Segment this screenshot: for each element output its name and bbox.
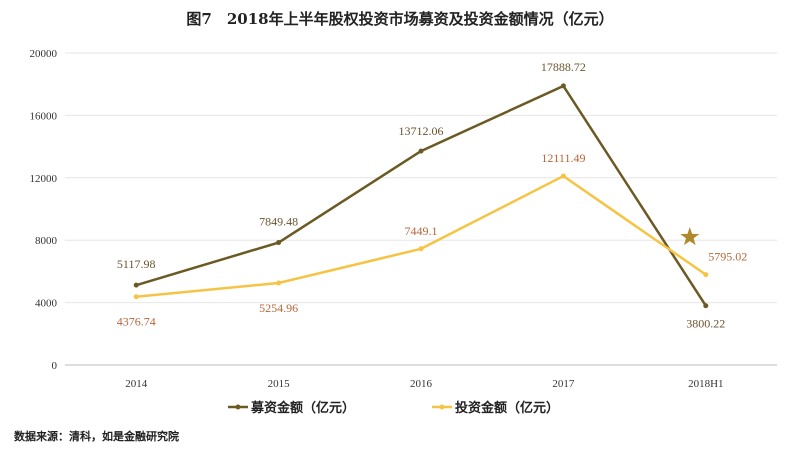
series-line [135,84,707,307]
data-point [276,240,282,246]
data-label: 7449.1 [405,224,438,238]
data-label: 5117.98 [117,257,156,271]
y-tick-label: 12000 [30,173,58,185]
data-point [418,148,424,154]
data-label: 12111.49 [541,151,585,165]
data-point [703,303,709,309]
x-tick-label: 2018H1 [688,378,723,390]
data-point [418,246,424,252]
data-label: 4376.74 [117,315,156,329]
source-note: 数据来源：清科，如是金融研究院 [14,430,179,443]
y-tick-label: 20000 [30,48,58,60]
legend-marker [439,404,445,410]
data-point [133,294,139,300]
y-tick-label: 0 [52,360,58,372]
data-point [133,282,139,288]
data-point [703,272,709,278]
x-tick-label: 2015 [268,378,291,390]
data-label: 5795.02 [708,250,747,264]
y-tick-label: 4000 [35,298,58,310]
chart-title: 图7 2018年上半年股权投资市场募资及投资金额情况（亿元） [186,10,614,28]
x-tick-label: 2014 [125,378,148,390]
data-label: 13712.06 [399,124,444,138]
x-tick-label: 2017 [552,378,575,390]
star-icon [680,227,700,246]
data-label: 3800.22 [686,317,725,331]
data-label: 17888.72 [541,60,586,74]
data-point [276,280,282,286]
legend-label: 募资金额（亿元） [250,400,355,416]
y-tick-label: 16000 [30,110,58,122]
data-point [560,173,566,179]
y-tick-label: 8000 [35,235,58,247]
data-label: 5254.96 [259,301,298,315]
legend-marker [235,404,241,410]
x-tick-label: 2016 [410,378,433,390]
legend-label: 投资金额（亿元） [455,400,559,416]
data-point [560,83,566,89]
data-label: 7849.48 [259,215,298,229]
